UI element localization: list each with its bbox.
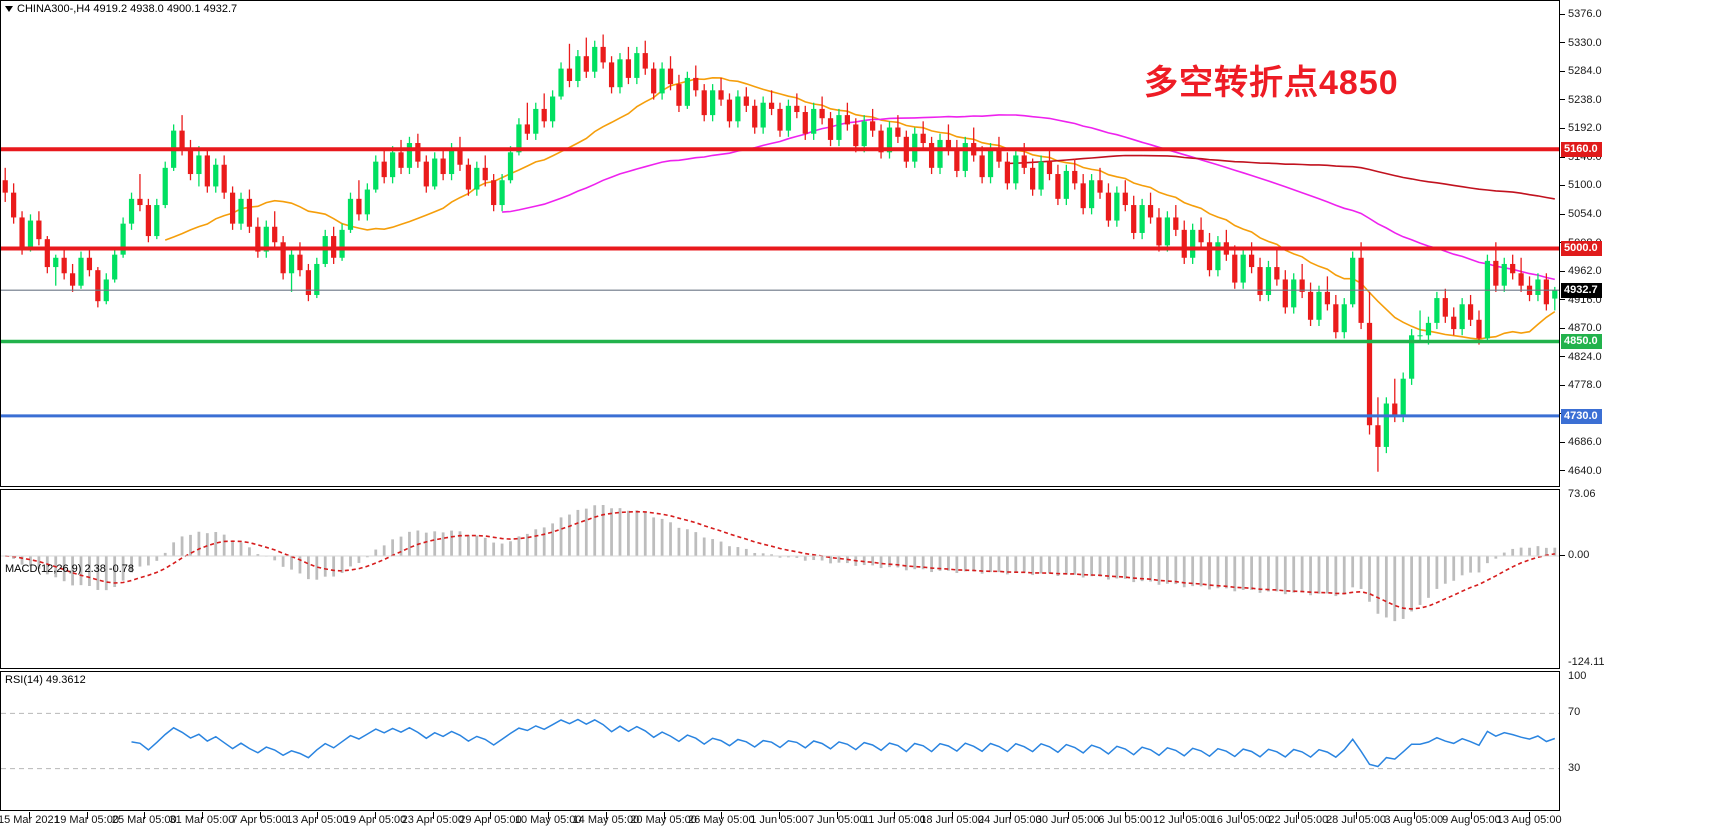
price-tick: 4962.0 — [1560, 266, 1602, 277]
time-tick-label: 25 Mar 05:00 — [111, 814, 177, 826]
price-tick: 4686.0 — [1560, 437, 1602, 448]
price-plot-area[interactable] — [1, 1, 1559, 486]
time-tick-label: 6 Jul 05:00 — [1098, 814, 1153, 826]
time-tick-mark — [1471, 812, 1473, 819]
time-tick-label: 12 Jul 05:00 — [1152, 814, 1213, 826]
rsi-plot-area[interactable] — [1, 672, 1559, 810]
time-tick-label: 18 Jun 05:00 — [920, 814, 984, 826]
time-tick-label: 1 Jun 05:00 — [750, 814, 808, 826]
time-tick-label: 19 Apr 05:00 — [343, 814, 407, 826]
symbol-header: CHINA300-,H4 4919.2 4938.0 4900.1 4932.7 — [5, 3, 237, 15]
time-tick-mark — [1529, 812, 1531, 819]
time-tick-label: 29 Apr 05:00 — [459, 814, 522, 826]
support-badge-4730[interactable]: 4730.0 — [1561, 408, 1602, 424]
time-tick-mark — [259, 812, 261, 819]
price-tick: 5100.0 — [1560, 180, 1602, 191]
rsi-tick: 100 — [1568, 670, 1587, 682]
time-axis: 15 Mar 2021 19 Mar 05:00 25 Mar 05:00 31 Ma… — [0, 812, 1562, 836]
time-tick-mark — [663, 812, 665, 819]
price-tick: 5330.0 — [1560, 37, 1602, 49]
price-tick: 4916.0 — [1560, 294, 1602, 306]
time-tick-mark — [894, 812, 896, 819]
price-panel — [0, 0, 1560, 487]
time-tick-label: 28 Jul 05:00 — [1326, 814, 1386, 826]
price-tick: 4640.0 — [1560, 465, 1602, 477]
time-tick-mark — [1413, 812, 1415, 819]
time-tick-label: 31 Mar 05:00 — [169, 814, 235, 826]
time-tick-mark — [779, 812, 780, 819]
time-tick-label: 30 Jun 05:00 — [1035, 814, 1100, 826]
rsi-panel — [0, 671, 1560, 811]
chart-annotation: 多空转折点4850 — [1144, 64, 1399, 102]
time-tick-label: 13 Apr 05:00 — [286, 814, 349, 826]
macd-tick: 73.06 — [1568, 488, 1596, 500]
time-tick-mark — [28, 812, 30, 819]
time-tick-label: 16 Jul 05:00 — [1210, 814, 1271, 826]
rsi-axis: 100 70 30 — [1560, 671, 1729, 811]
time-tick-mark — [201, 812, 203, 819]
triangle-down-icon[interactable] — [5, 6, 13, 13]
time-tick-mark — [1009, 812, 1011, 819]
macd-label: MACD(12,26,9) 2.38 -0.78 — [5, 563, 135, 575]
time-tick-mark — [1067, 812, 1069, 819]
time-tick-mark — [1298, 812, 1300, 819]
time-tick-label: 20 May 05:00 — [630, 814, 697, 826]
time-tick-mark — [1125, 812, 1127, 819]
macd-plot-area[interactable] — [1, 490, 1559, 668]
resistance-badge-5000[interactable]: 5000.0 — [1561, 241, 1602, 257]
macd-axis: 73.06 0.00 -124.11 — [1560, 489, 1729, 669]
time-tick-mark — [144, 812, 146, 819]
time-tick-label: 15 Mar 2021 — [0, 814, 60, 826]
macd-panel — [0, 489, 1560, 669]
time-tick-label: 19 Mar 05:00 — [54, 814, 119, 826]
resistance-badge-5160[interactable]: 5160.0 — [1561, 142, 1602, 158]
time-tick-mark — [721, 812, 723, 819]
price-tick: 5238.0 — [1560, 94, 1602, 106]
price-tick: 4778.0 — [1560, 380, 1602, 391]
price-tick: 4870.0 — [1560, 323, 1602, 334]
price-tick: 5054.0 — [1560, 208, 1602, 220]
time-tick-label: 9 Aug 05:00 — [1442, 814, 1501, 826]
time-tick-mark — [375, 812, 377, 819]
price-tick: 5376.0 — [1560, 9, 1602, 20]
time-tick-mark — [952, 812, 954, 819]
time-tick-label: 7 Apr 05:00 — [231, 814, 288, 826]
time-tick-label: 23 Apr 05:00 — [401, 814, 464, 826]
time-tick-label: 11 Jun 05:00 — [863, 814, 926, 826]
time-tick-label: 10 May 05:00 — [514, 814, 582, 826]
time-tick-mark — [836, 812, 838, 819]
time-tick-mark — [605, 812, 607, 819]
time-tick-mark — [490, 812, 492, 819]
time-tick-label: 26 May 05:00 — [687, 814, 755, 826]
price-tick: 4824.0 — [1560, 351, 1602, 363]
macd-tick: 0.00 — [1560, 549, 1589, 561]
rsi-label: RSI(14) 49.3612 — [5, 674, 86, 686]
price-tick: 5284.0 — [1560, 66, 1602, 77]
time-tick-label: 14 May 05:00 — [572, 814, 640, 826]
time-tick-mark — [86, 812, 88, 819]
time-tick-mark — [1240, 812, 1242, 819]
time-tick-mark — [1182, 812, 1184, 819]
pivot-badge-4850[interactable]: 4850.0 — [1561, 334, 1602, 350]
time-tick-mark — [548, 812, 550, 819]
last-price-badge[interactable]: 4932.7 — [1561, 283, 1602, 299]
price-axis[interactable]: 5376.05330.05284.05238.05192.05146.05100… — [1560, 0, 1729, 487]
time-tick-mark — [317, 812, 319, 819]
time-tick-label: 3 Aug 05:00 — [1384, 814, 1444, 826]
rsi-tick: 70 — [1568, 706, 1581, 719]
rsi-tick: 30 — [1568, 761, 1581, 774]
time-tick-mark — [1356, 812, 1358, 819]
time-tick-label: 24 Jun 05:00 — [978, 814, 1042, 826]
price-tick: 5192.0 — [1560, 123, 1602, 134]
time-tick-label: 13 Aug 05:00 — [1496, 814, 1562, 826]
time-tick-label: 7 Jun 05:00 — [807, 814, 866, 826]
macd-tick: -124.11 — [1568, 656, 1605, 668]
time-tick-label: 22 Jul 05:00 — [1268, 814, 1329, 826]
time-tick-mark — [432, 812, 434, 819]
